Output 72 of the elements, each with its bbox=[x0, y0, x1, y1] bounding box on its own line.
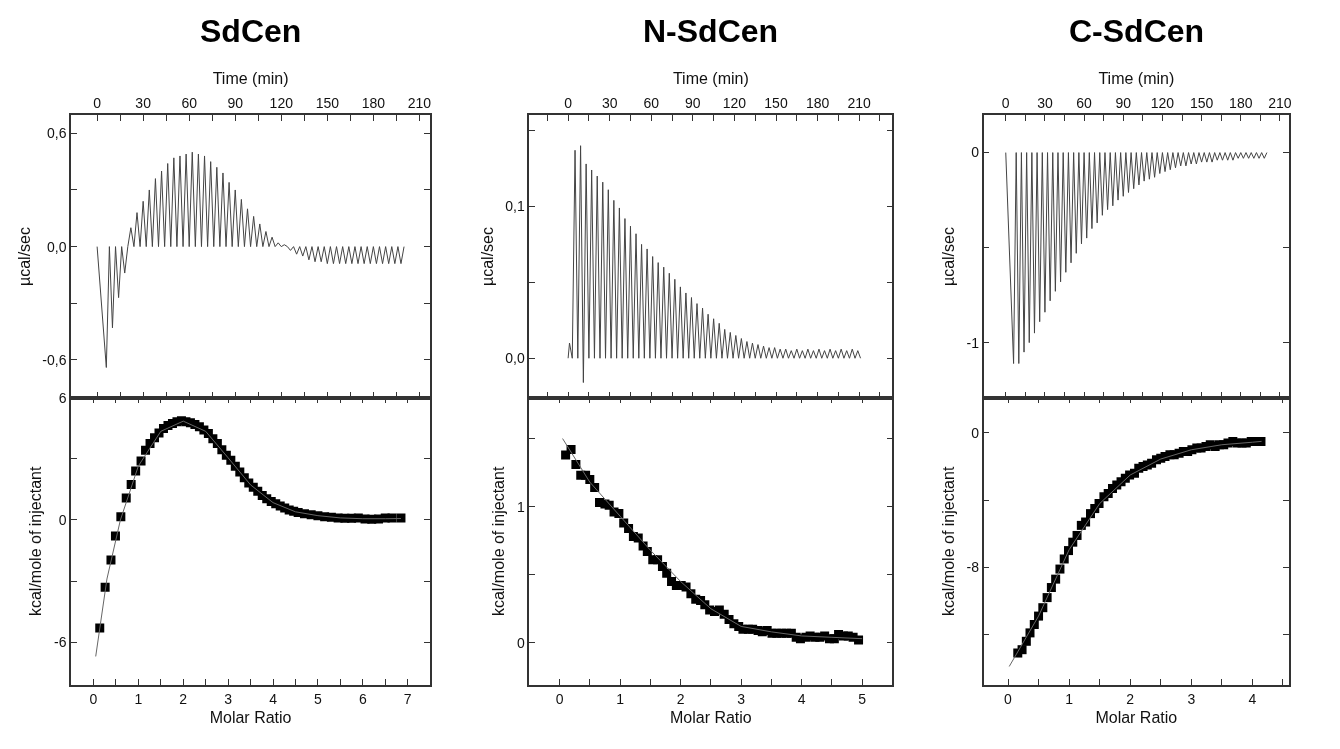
x-tick-label: 180 bbox=[361, 95, 386, 111]
y-tick-label: 0 bbox=[58, 511, 67, 528]
y-tick-label: 0 bbox=[971, 424, 980, 441]
x-tick-label: 180 bbox=[1229, 95, 1253, 111]
y-tick-label: 0,0 bbox=[47, 238, 67, 255]
x-tick-label: 0 bbox=[89, 690, 98, 707]
x-tick-label: 150 bbox=[764, 95, 788, 111]
x-tick-label: 7 bbox=[403, 690, 412, 707]
x-tick-label: 4 bbox=[1248, 690, 1257, 707]
x-tick-label: 90 bbox=[1115, 95, 1132, 111]
x-tick-label: 2 bbox=[179, 690, 188, 707]
x-tick-label: 180 bbox=[805, 95, 830, 111]
x-tick-label: 60 bbox=[181, 95, 198, 111]
y-axis-title: kcal/mole of injectant bbox=[939, 466, 957, 617]
x-tick-label: 1 bbox=[1065, 690, 1074, 707]
x-axis-title: Molar Ratio bbox=[1095, 708, 1178, 726]
chart-title: N-SdCen bbox=[643, 13, 779, 49]
x-tick-label: 1 bbox=[134, 690, 143, 707]
x-tick-label: 0 bbox=[93, 95, 102, 111]
chart-title: SdCen bbox=[200, 13, 302, 49]
x-tick-label: 6 bbox=[358, 690, 367, 707]
x-tick-label: 4 bbox=[797, 690, 806, 707]
x-axis-title: Time (min) bbox=[672, 70, 749, 88]
y-tick-label: -1 bbox=[966, 334, 980, 351]
x-tick-label: 60 bbox=[643, 95, 660, 111]
x-tick-label: 210 bbox=[1268, 95, 1292, 111]
y-axis-title: µcal/sec bbox=[15, 227, 33, 287]
x-tick-label: 5 bbox=[314, 690, 323, 707]
x-tick-label: 5 bbox=[858, 690, 867, 707]
y-tick-label: 0,6 bbox=[47, 125, 67, 142]
x-axis-title: Molar Ratio bbox=[669, 708, 752, 726]
y-tick-label: 0 bbox=[516, 634, 525, 651]
x-tick-label: 150 bbox=[315, 95, 340, 111]
x-tick-label: 30 bbox=[1037, 95, 1053, 111]
x-axis-title: Time (min) bbox=[212, 70, 289, 88]
x-axis-title: Molar Ratio bbox=[209, 708, 292, 726]
x-tick-label: 210 bbox=[407, 95, 432, 111]
x-tick-label: 30 bbox=[601, 95, 618, 111]
x-tick-label: 3 bbox=[224, 690, 233, 707]
x-axis-title: Time (min) bbox=[1098, 70, 1175, 88]
y-tick-label: 6 bbox=[58, 389, 67, 406]
x-tick-label: 150 bbox=[1189, 95, 1214, 111]
x-tick-label: 0 bbox=[555, 690, 564, 707]
y-axis-title: µcal/sec bbox=[939, 227, 957, 287]
x-tick-label: 0 bbox=[1004, 690, 1013, 707]
x-tick-label: 2 bbox=[1126, 690, 1135, 707]
x-tick-label: 120 bbox=[1150, 95, 1175, 111]
y-tick-label: 0,1 bbox=[505, 198, 525, 215]
y-tick-label: 0 bbox=[971, 144, 980, 161]
x-tick-label: 120 bbox=[722, 95, 747, 111]
x-tick-label: 1 bbox=[616, 690, 625, 707]
x-tick-label: 0 bbox=[1001, 95, 1010, 111]
chart-title: C-SdCen bbox=[1069, 13, 1205, 49]
x-tick-label: 2 bbox=[676, 690, 685, 707]
x-tick-label: 60 bbox=[1076, 95, 1093, 111]
x-tick-label: 30 bbox=[135, 95, 152, 111]
x-tick-label: 0 bbox=[564, 95, 573, 111]
x-tick-label: 3 bbox=[1187, 690, 1196, 707]
y-tick-label: -0,6 bbox=[42, 351, 67, 368]
y-axis-title: kcal/mole of injectant bbox=[27, 466, 45, 617]
x-tick-label: 3 bbox=[737, 690, 746, 707]
x-tick-label: 4 bbox=[269, 690, 278, 707]
y-axis-title: µcal/sec bbox=[478, 227, 496, 287]
x-tick-label: 90 bbox=[227, 95, 244, 111]
y-tick-label: -6 bbox=[54, 634, 67, 651]
y-axis-title: kcal/mole of injectant bbox=[490, 466, 508, 617]
x-tick-label: 210 bbox=[847, 95, 872, 111]
x-tick-label: 90 bbox=[685, 95, 701, 111]
y-tick-label: 1 bbox=[516, 498, 525, 515]
y-tick-label: 0,0 bbox=[505, 350, 525, 367]
x-tick-label: 120 bbox=[269, 95, 294, 111]
y-tick-label: -8 bbox=[966, 559, 980, 576]
